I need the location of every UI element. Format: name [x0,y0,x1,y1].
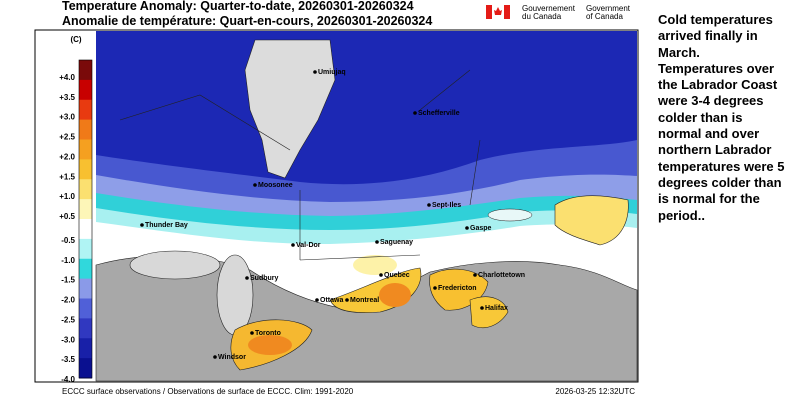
legend-swatch [79,258,92,280]
side-note: Cold temperatures arrived finally in Mar… [658,12,785,223]
legend-tick-label: +2.5 [59,133,75,142]
legend-swatch [79,238,92,260]
city-dot [413,111,417,115]
legend-tick-label: -0.5 [61,236,75,245]
city-dot [245,276,249,280]
legend-tick-label: -3.5 [61,355,75,364]
legend-unit: (C) [70,35,81,44]
legend-swatch [79,159,92,180]
map-field [95,31,638,382]
legend-tick-label: +0.5 [59,212,75,221]
city-dot [291,243,295,247]
city-dot [375,240,379,244]
city-label: Sudbury [250,275,278,282]
legend-tick-label: -4.0 [61,375,75,384]
title-fr: Anomalie de température: Quart-en-cours,… [62,14,432,28]
legend-tick-label: -2.5 [61,315,75,324]
city-label: Moosonee [258,182,293,189]
city-dot [465,226,469,230]
city-label: Ottawa [320,297,343,304]
legend-tick-label: -3.0 [61,335,75,344]
legend-frame [78,59,93,379]
city-dot [427,203,431,207]
city-label: Val-Dor [296,242,321,249]
gov-logo: Gouvernement du Canada Government of Can… [486,4,631,21]
legend-swatch [79,99,92,121]
city-label: Quebec [384,272,410,279]
legend-swatch [79,219,92,240]
city-dot [379,273,383,277]
city-label: Saguenay [380,239,413,246]
city-dot [345,298,349,302]
legend: (C) +4.0 +3.5 +3.0 +2.5 +2.0 +1.5 +1.0 +0.5 -0.5… [59,35,93,384]
city-dot [473,273,477,277]
legend-tick-label: +1.0 [59,192,75,201]
city-label: Schefferville [418,110,460,117]
legend-swatch [79,318,92,339]
city-label: Fredericton [438,285,477,292]
city-label: Gaspe [470,225,492,232]
city-dot [250,331,254,335]
city-label: Sept-Iles [432,202,461,209]
legend-tick-label: +4.0 [59,73,75,82]
city-label: Thunder Bay [145,222,188,229]
gov-fr-1: Gouvernement [522,4,576,13]
legend-tick-label: -2.0 [61,296,75,305]
legend-swatch [79,298,92,319]
legend-tick-label: +3.5 [59,93,75,102]
legend-tick-label: -1.5 [61,276,75,285]
gov-fr-2: du Canada [522,12,562,21]
city-dot [433,286,437,290]
legend-swatch [79,179,92,200]
legend-tick-label: +3.0 [59,113,75,122]
gov-en-1: Government [586,4,631,13]
legend-tick-label: +1.5 [59,172,75,181]
gov-en-2: of Canada [586,12,623,21]
city-dot [140,223,144,227]
footer-timestamp: 2026-03-25 12:32UTC [555,387,635,396]
title-en: Temperature Anomaly: Quarter-to-date, 20… [62,0,414,13]
legend-tick-label: +2.0 [59,152,75,161]
city-dot [253,183,257,187]
footer-source: ECCC surface observations / Observations… [62,387,354,396]
city-label: Windsor [218,354,246,361]
city-dot [213,355,217,359]
legend-swatch [79,358,92,379]
legend-swatch [79,338,92,359]
legend-swatch [79,79,92,101]
city-label: Charlottetown [478,272,525,279]
city-dot [313,70,317,74]
city-dot [315,298,319,302]
city-dot [480,306,484,310]
legend-swatch [79,139,92,160]
city-label: Toronto [255,330,281,337]
map-panel: Temperature Anomaly: Quarter-to-date, 20… [34,0,639,396]
legend-swatch [79,199,92,220]
legend-swatch [79,278,92,299]
city-label: Umiujaq [318,69,346,76]
legend-tick-label: -1.0 [61,256,75,265]
city-label: Halifax [485,305,508,312]
legend-swatch [79,119,92,140]
city-label: Montreal [350,297,379,304]
legend-swatch [79,60,92,81]
city-labels: Umiujaq Schefferville Moosonee Sept-Iles Gas… [140,69,525,361]
